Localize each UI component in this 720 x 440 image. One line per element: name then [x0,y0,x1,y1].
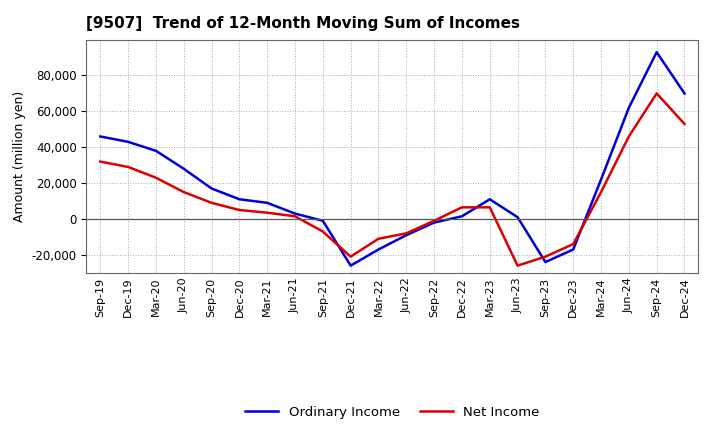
Ordinary Income [291,211,300,216]
Net Income [513,263,522,268]
Ordinary Income [235,197,243,202]
Net Income [291,214,300,219]
Net Income [235,207,243,213]
Net Income [96,159,104,164]
Net Income [179,190,188,195]
Ordinary Income [458,214,467,219]
Net Income [207,200,216,205]
Ordinary Income [374,247,383,252]
Net Income [346,254,355,259]
Ordinary Income [346,263,355,268]
Net Income [124,164,132,169]
Ordinary Income [402,232,410,238]
Net Income [458,205,467,210]
Ordinary Income [624,105,633,110]
Ordinary Income [318,218,327,224]
Net Income [541,254,550,259]
Legend: Ordinary Income, Net Income: Ordinary Income, Net Income [240,401,545,424]
Ordinary Income [597,177,606,182]
Net Income [597,190,606,195]
Ordinary Income [569,247,577,252]
Ordinary Income [485,197,494,202]
Text: [9507]  Trend of 12-Month Moving Sum of Incomes: [9507] Trend of 12-Month Moving Sum of I… [86,16,521,32]
Ordinary Income [680,91,689,96]
Ordinary Income [124,139,132,144]
Net Income [263,210,271,215]
Ordinary Income [430,220,438,225]
Net Income [152,175,161,180]
Net Income [430,218,438,224]
Ordinary Income [152,148,161,154]
Ordinary Income [263,200,271,205]
Net Income [485,205,494,210]
Ordinary Income [207,186,216,191]
Ordinary Income [541,260,550,265]
Ordinary Income [179,166,188,172]
Ordinary Income [96,134,104,139]
Net Income [680,121,689,127]
Ordinary Income [652,50,661,55]
Net Income [374,236,383,242]
Line: Ordinary Income: Ordinary Income [100,52,685,266]
Ordinary Income [513,215,522,220]
Y-axis label: Amount (million yen): Amount (million yen) [13,91,26,222]
Line: Net Income: Net Income [100,93,685,266]
Net Income [569,242,577,247]
Net Income [402,231,410,236]
Net Income [318,229,327,234]
Net Income [652,91,661,96]
Net Income [624,134,633,139]
